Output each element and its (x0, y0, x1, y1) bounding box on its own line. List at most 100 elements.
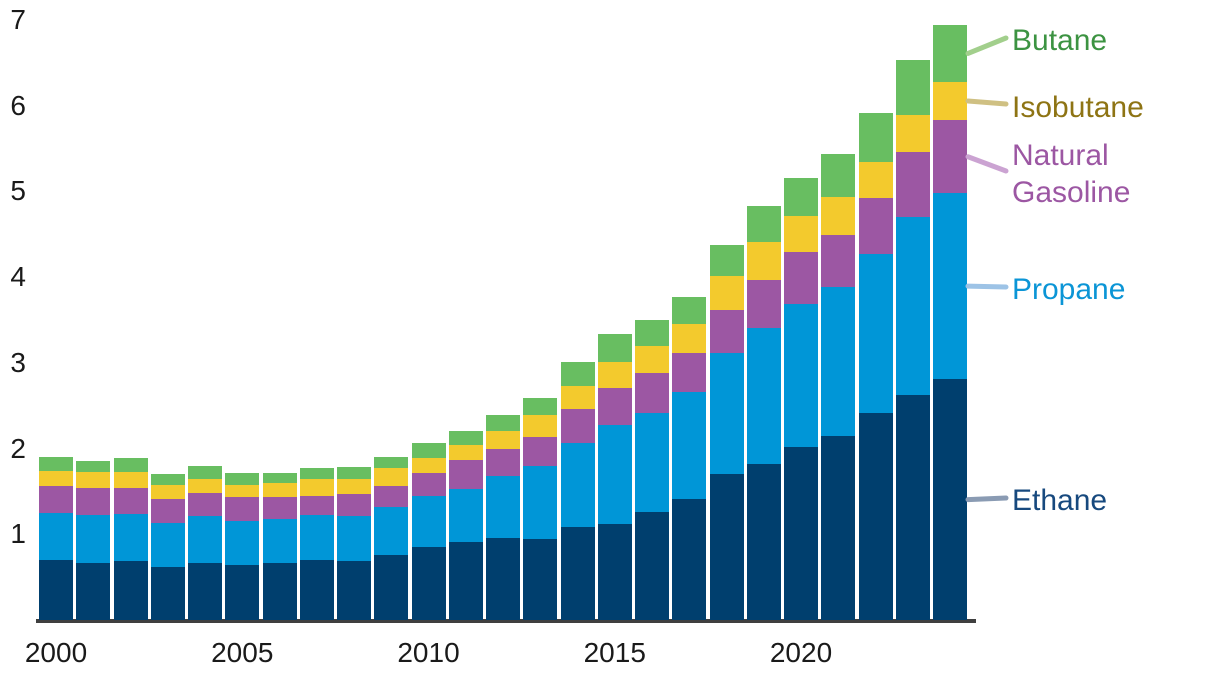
bar-segment (299, 478, 334, 496)
bar-segment (113, 488, 148, 514)
bar-segment (858, 198, 893, 254)
y-tick-label: 7 (10, 4, 26, 36)
x-tick-label: 2000 (24, 637, 88, 668)
bar-segment (597, 333, 632, 362)
bar-segment (188, 478, 222, 494)
bar-segment (635, 320, 669, 346)
bar-segment (523, 538, 558, 620)
legend-label-isobutane: Isobutane (1012, 91, 1144, 124)
bar-segment (635, 373, 669, 413)
bar-segment (299, 468, 334, 479)
bar-segment (560, 409, 595, 444)
bar-segment (39, 560, 73, 620)
bar-segment (895, 395, 930, 620)
bar-segment (225, 473, 260, 485)
bar-segment (933, 193, 967, 380)
bar-segment (821, 435, 856, 620)
bar-segment (448, 542, 483, 620)
bar-segment (560, 443, 595, 527)
x-tick-label: 2005 (211, 637, 274, 668)
bar-segment (150, 499, 185, 524)
bar-segment (709, 244, 744, 277)
y-tick-label: 5 (10, 175, 26, 207)
bar-segment (150, 566, 185, 620)
bar-segment (746, 327, 781, 464)
bar-segment (76, 488, 111, 516)
bar-segment (337, 479, 371, 494)
bar-segment (560, 526, 595, 620)
bar-segment (895, 115, 930, 152)
bar-segment (188, 563, 222, 620)
bar-segment (262, 482, 297, 498)
y-tick-label: 6 (10, 89, 26, 121)
bar-segment (523, 465, 558, 539)
bar-segment (821, 153, 856, 198)
bar-segment (821, 286, 856, 436)
bar-segment (225, 521, 260, 566)
bar-segment (411, 442, 446, 458)
bar-segment (150, 474, 185, 485)
bar-segment (374, 457, 409, 469)
bar-segment (337, 516, 371, 561)
bar-segment (76, 471, 111, 488)
bar-segment (411, 495, 446, 548)
bar-segment (113, 560, 148, 620)
bar-segment (337, 494, 371, 517)
bar-segment (411, 547, 446, 620)
bar-segment (560, 362, 595, 386)
bar-segment (933, 81, 967, 121)
x-axis-line (36, 619, 976, 623)
legend-connector-ethane (965, 495, 1009, 503)
bar-segment (76, 515, 111, 563)
bar-segment (933, 379, 967, 620)
bar-segment (895, 152, 930, 218)
y-tick-label: 4 (10, 261, 26, 293)
legend-connector-natural-gasoline (965, 154, 1009, 174)
bar-segment (709, 276, 744, 310)
bar-segment (225, 484, 260, 498)
bar-segment (858, 254, 893, 413)
bar-segment (113, 471, 148, 488)
legend-label-natural-gasoline: Natural Gasoline (1012, 139, 1131, 209)
bar-segment (188, 493, 222, 517)
x-tick-label: 2020 (769, 637, 833, 668)
bar-segment (374, 468, 409, 487)
bar-segment (262, 497, 297, 519)
bar-segment (784, 303, 818, 447)
bar-segment (784, 216, 818, 253)
bar-segment (746, 279, 781, 328)
bar-segment (299, 560, 334, 620)
bar-segment (635, 345, 669, 374)
bar-segment (746, 242, 781, 280)
bar-segment (895, 217, 930, 396)
x-tick-label: 2015 (583, 637, 646, 668)
bar-segment (709, 309, 744, 353)
bar-segment (113, 513, 148, 561)
x-tick-label: 2010 (397, 637, 460, 668)
bar-segment (486, 476, 520, 538)
bar-segment (486, 430, 520, 450)
bar-segment (597, 425, 632, 524)
bar-segment (746, 464, 781, 620)
bar-segment (784, 252, 818, 304)
bar-segment (895, 60, 930, 116)
bar-segment (597, 387, 632, 426)
bar-segment (150, 523, 185, 567)
bar-segment (188, 465, 222, 479)
bar-segment (709, 474, 744, 620)
bar-segment (672, 499, 707, 620)
bar-segment (821, 235, 856, 287)
legend-label-butane: Butane (1012, 24, 1108, 57)
y-tick-label: 2 (10, 432, 26, 464)
bar-segment (486, 415, 520, 431)
legend-label-propane: Propane (1012, 273, 1126, 306)
bar-segment (337, 467, 371, 480)
bar-segment (858, 412, 893, 620)
bar-segment (597, 524, 632, 620)
bar-segment (486, 537, 520, 620)
bar-segment (262, 518, 297, 563)
bar-segment (858, 112, 893, 163)
bar-segment (299, 495, 334, 516)
bar-segment (39, 512, 73, 560)
